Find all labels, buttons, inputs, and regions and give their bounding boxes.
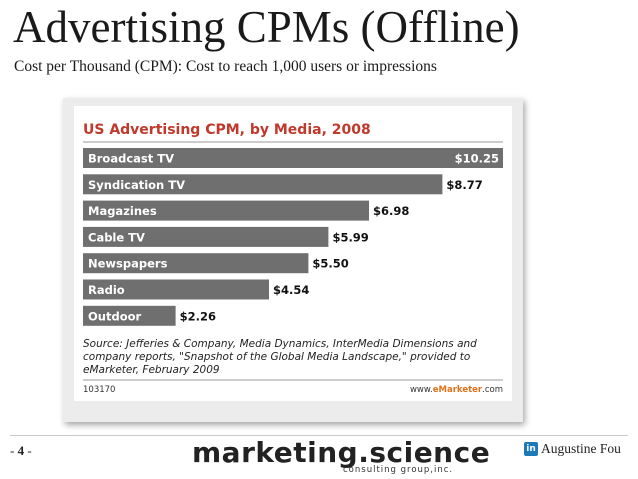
source-line-1: Source: Jefferies & Company, Media Dynam… [83, 338, 477, 350]
category-label-magazines: Magazines [88, 204, 157, 218]
page-number: - 4 - [10, 443, 32, 459]
page-prefix: - [10, 443, 18, 458]
credit-brand: eMarketer [433, 385, 483, 395]
bar-syndication-tv [83, 174, 443, 195]
value-label-radio: $4.54 [273, 283, 309, 297]
bar-newspapers [83, 253, 309, 274]
marketing-science-logo: marketing.science consulting group,inc. [192, 437, 490, 477]
slide-subtitle: Cost per Thousand (CPM): Cost to reach 1… [14, 58, 437, 75]
bar-outdoor [83, 305, 176, 326]
linkedin-icon[interactable]: in [524, 442, 538, 456]
bar-radio [83, 279, 269, 300]
category-label-syndication-tv: Syndication TV [88, 178, 185, 192]
slide-title: Advertising CPMs (Offline) [13, 2, 520, 52]
value-label-cable-tv: $5.99 [332, 230, 368, 244]
page-number-value: 4 [17, 443, 25, 458]
chart-title: US Advertising CPM, by Media, 2008 [83, 122, 371, 138]
footer-divider [10, 435, 628, 436]
bar-magazines [83, 200, 369, 221]
author-name: Augustine Fou [541, 441, 621, 456]
category-label-cable-tv: Cable TV [88, 230, 145, 244]
chart-id: 103170 [83, 385, 115, 395]
credit-prefix: www. [410, 385, 433, 395]
author-credit[interactable]: in Augustine Fou [524, 441, 621, 457]
category-label-broadcast-tv: Broadcast TV [88, 152, 174, 166]
category-label-outdoor: Outdoor [88, 309, 141, 323]
page-suffix: - [24, 443, 32, 458]
logo-sub-text: consulting group,inc. [343, 465, 454, 475]
source-line-3: eMarketer, February 2009 [83, 364, 220, 376]
category-label-radio: Radio [88, 283, 125, 297]
chart-image: US Advertising CPM, by Media, 2008 Broad… [63, 98, 523, 422]
cpm-bar-chart: US Advertising CPM, by Media, 2008 Broad… [74, 106, 512, 401]
emarketer-credit[interactable]: www.eMarketer.com [410, 385, 503, 395]
category-label-newspapers: Newspapers [88, 257, 168, 271]
value-label-magazines: $6.98 [373, 204, 409, 218]
value-label-newspapers: $5.50 [312, 257, 348, 271]
credit-suffix: .com [482, 385, 503, 395]
value-label-broadcast-tv: $10.25 [455, 152, 499, 166]
logo-main-text: marketing.science [192, 436, 491, 469]
bar-cable-tv [83, 226, 329, 247]
value-label-outdoor: $2.26 [180, 309, 216, 323]
value-label-syndication-tv: $8.77 [446, 178, 482, 192]
source-line-2: company reports, "Snapshot of the Global… [83, 351, 470, 363]
bar-broadcast-tv [83, 148, 503, 168]
